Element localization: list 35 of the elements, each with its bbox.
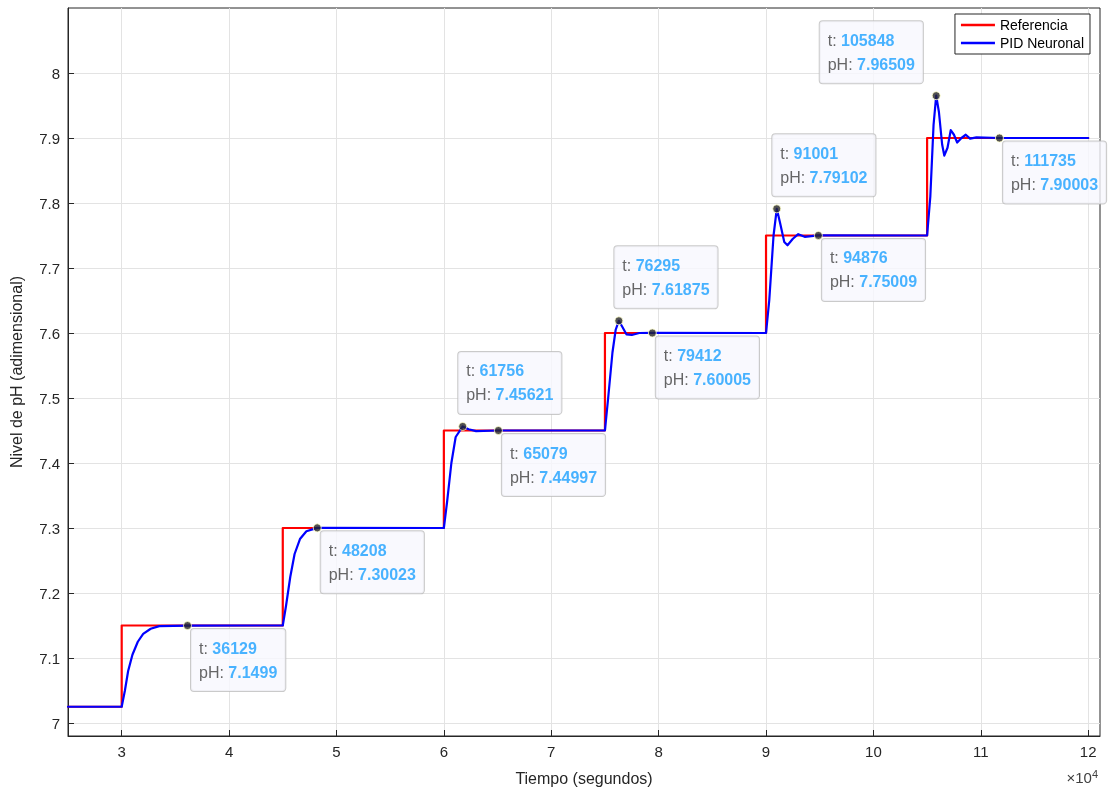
- x-tick-label: 10: [865, 743, 882, 760]
- y-tick-label: 7.4: [39, 454, 60, 472]
- y-tick-label: 7.2: [39, 584, 60, 602]
- annotation: t: 48208 pH: 7.30023: [328, 541, 417, 583]
- annotation: t: 36129 pH: 7.1499: [199, 639, 278, 681]
- x-tick-label: 9: [761, 743, 771, 760]
- y-tick-label: 8: [51, 64, 60, 82]
- annotation: t: 76295 pH: 7.61875: [622, 256, 710, 298]
- annotation: t: 91001 pH: 7.79102: [780, 144, 868, 186]
- x-tick-label: 3: [117, 743, 126, 760]
- legend-label: PID Neuronal: [999, 35, 1085, 51]
- y-tick-label: 7.3: [39, 519, 60, 537]
- annotation: t: 61756 pH: 7.45621: [466, 362, 554, 404]
- x-axis-title: Tiempo (segundos): [515, 769, 653, 787]
- x-tick-label: 6: [439, 743, 449, 760]
- annotation: t: 105848 pH: 7.96509: [827, 31, 915, 73]
- y-axis-title: Nivel de pH (adimensional): [7, 275, 25, 469]
- x-tick-label: 7: [547, 743, 556, 760]
- y-tick-label: 7.5: [39, 389, 60, 407]
- y-tick-label: 7.8: [39, 194, 60, 212]
- y-tick-label: 7.6: [39, 324, 60, 342]
- annotation: t: 94876 pH: 7.75009: [829, 249, 918, 291]
- y-tick-label: 7: [51, 714, 60, 732]
- x-tick-label: 4: [224, 743, 234, 760]
- x-tick-label: 12: [1079, 743, 1097, 760]
- y-tick-label: 7.7: [39, 259, 60, 277]
- annotation: t: 79412 pH: 7.60005: [663, 346, 752, 388]
- x-tick-label: 11: [973, 743, 989, 760]
- annotation: t: 65079 pH: 7.44997: [509, 444, 598, 486]
- x-tick-label: 5: [332, 743, 341, 760]
- legend-label: Referencia: [999, 17, 1068, 33]
- y-tick-label: 7.9: [39, 129, 60, 147]
- x-tick-label: 8: [654, 743, 663, 760]
- y-tick-label: 7.1: [39, 649, 60, 667]
- annotation: t: 111735 pH: 7.90003: [1010, 151, 1099, 193]
